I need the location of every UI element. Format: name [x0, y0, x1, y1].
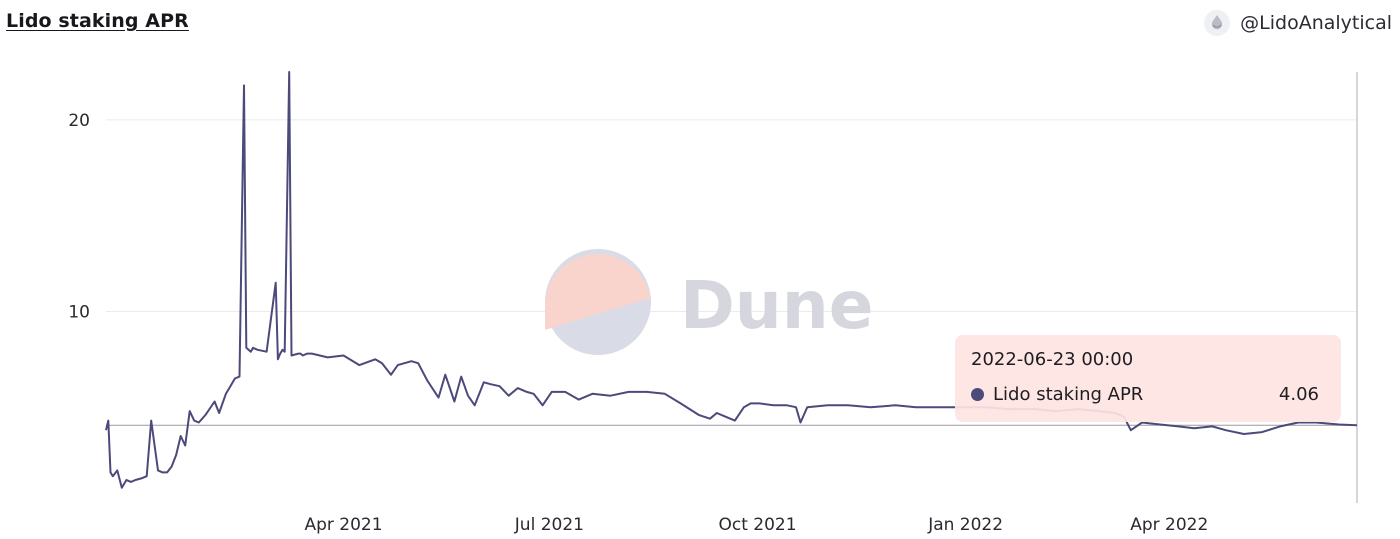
- x-tick-label: Jan 2022: [927, 515, 1003, 535]
- y-tick-label: 20: [68, 111, 90, 131]
- x-tick-label: Jul 2021: [514, 515, 584, 535]
- author-link[interactable]: @LidoAnalytical: [1204, 10, 1392, 36]
- lido-drop-icon: [1204, 10, 1231, 36]
- x-tick-label: Oct 2021: [718, 515, 796, 535]
- author-name: @LidoAnalytical: [1240, 12, 1392, 34]
- dune-watermark: Dune: [545, 249, 874, 355]
- tooltip-date: 2022-06-23 00:00: [971, 349, 1134, 370]
- chart-title[interactable]: Lido staking APR: [6, 10, 189, 32]
- tooltip-value: 4.06: [1278, 384, 1319, 405]
- watermark-text: Dune: [680, 267, 874, 344]
- tooltip-series-name: Lido staking APR: [993, 384, 1144, 405]
- y-tick-label: 10: [68, 302, 90, 322]
- axes: 10 20 Apr 2021 Jul 2021 Oct 2021 Jan 2022 Apr …: [68, 111, 1208, 535]
- series-dot-icon: [971, 388, 984, 401]
- x-tick-label: Apr 2021: [304, 515, 382, 535]
- tooltip: 2022-06-23 00:00 Lido staking APR 4.06: [955, 335, 1341, 422]
- tooltip-row: Lido staking APR 4.06: [971, 384, 1325, 405]
- x-tick-label: Apr 2022: [1130, 515, 1208, 535]
- grid-lines: [106, 119, 1357, 312]
